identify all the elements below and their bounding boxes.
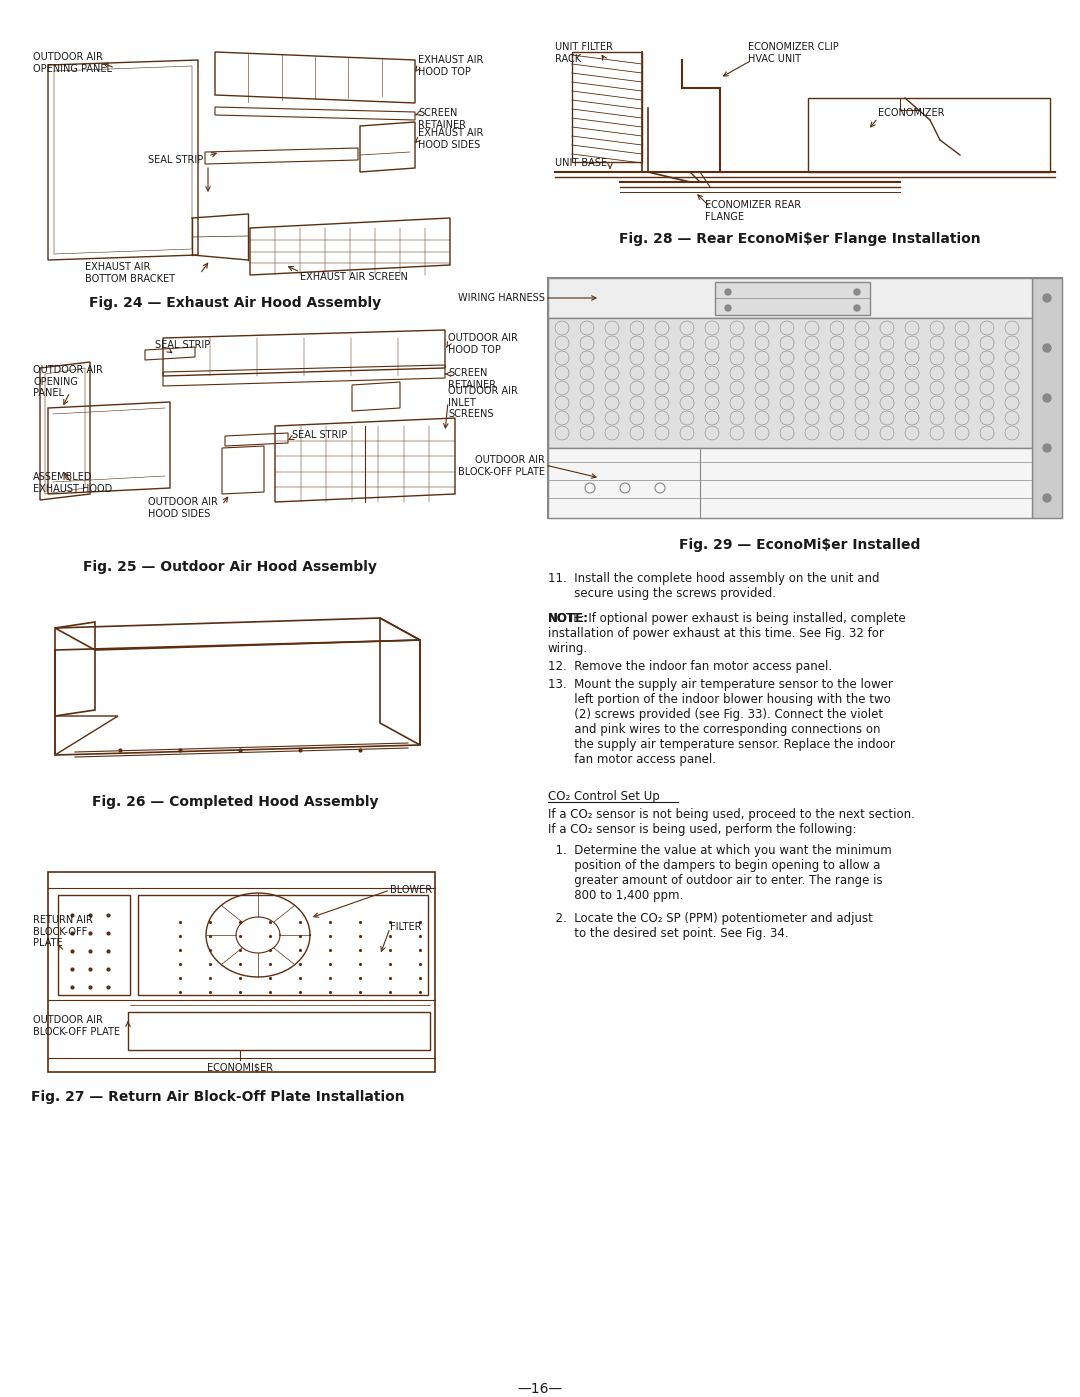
Circle shape [854,305,860,312]
Circle shape [1043,444,1051,453]
Text: ECONOMIZER: ECONOMIZER [878,108,945,117]
Text: SEAL STRIP: SEAL STRIP [148,155,203,165]
Polygon shape [548,278,1032,319]
Polygon shape [715,282,870,314]
Text: Fig. 25 — Outdoor Air Hood Assembly: Fig. 25 — Outdoor Air Hood Assembly [83,560,377,574]
Text: 1.  Determine the value at which you want the minimum
       position of the dam: 1. Determine the value at which you want… [548,844,892,902]
Polygon shape [548,319,1032,448]
Circle shape [1043,344,1051,352]
Circle shape [1043,293,1051,302]
Polygon shape [1032,278,1062,518]
Text: Fig. 27 — Return Air Block-Off Plate Installation: Fig. 27 — Return Air Block-Off Plate Ins… [31,1090,405,1104]
Text: ECONOMI$ER: ECONOMI$ER [207,1062,273,1071]
Text: 11.  Install the complete hood assembly on the unit and
       secure using the : 11. Install the complete hood assembly o… [548,571,879,599]
Text: CO₂ Control Set Up: CO₂ Control Set Up [548,789,660,803]
Text: SCREEN
RETAINER: SCREEN RETAINER [418,108,465,130]
Text: EXHAUST AIR
BOTTOM BRACKET: EXHAUST AIR BOTTOM BRACKET [85,263,175,284]
Polygon shape [548,448,1032,518]
Text: OUTDOOR AIR
OPENING
PANEL: OUTDOOR AIR OPENING PANEL [33,365,103,398]
Text: ECONOMIZER REAR
FLANGE: ECONOMIZER REAR FLANGE [705,200,801,222]
Text: RETURN AIR
BLOCK-OFF
PLATE: RETURN AIR BLOCK-OFF PLATE [33,915,93,949]
Text: ECONOMIZER CLIP
HVAC UNIT: ECONOMIZER CLIP HVAC UNIT [748,42,839,64]
Text: If a CO₂ sensor is not being used, proceed to the next section.
If a CO₂ sensor : If a CO₂ sensor is not being used, proce… [548,807,915,835]
Text: FILTER: FILTER [390,922,421,932]
Text: EXHAUST AIR
HOOD TOP: EXHAUST AIR HOOD TOP [418,54,484,77]
Text: ASSEMBLED
EXHAUST HOOD: ASSEMBLED EXHAUST HOOD [33,472,112,493]
Text: BLOWER: BLOWER [390,886,432,895]
Circle shape [725,305,731,312]
Text: NOTE:: NOTE: [548,612,589,624]
Text: OUTDOOR AIR
BLOCK-OFF PLATE: OUTDOOR AIR BLOCK-OFF PLATE [458,455,545,476]
Text: EXHAUST AIR
HOOD SIDES: EXHAUST AIR HOOD SIDES [418,129,484,149]
Text: NOTE: If optional power exhaust is being installed, complete
installation of pow: NOTE: If optional power exhaust is being… [548,612,906,655]
Text: SEAL STRIP: SEAL STRIP [156,339,211,351]
Text: Fig. 24 — Exhaust Air Hood Assembly: Fig. 24 — Exhaust Air Hood Assembly [89,296,381,310]
Circle shape [1043,495,1051,502]
Text: Fig. 26 — Completed Hood Assembly: Fig. 26 — Completed Hood Assembly [92,795,378,809]
Text: UNIT FILTER
RACK: UNIT FILTER RACK [555,42,612,64]
Circle shape [1043,394,1051,402]
Text: OUTDOOR AIR
OPENING PANEL: OUTDOOR AIR OPENING PANEL [33,52,112,74]
Text: Fig. 28 — Rear EconoMi$er Flange Installation: Fig. 28 — Rear EconoMi$er Flange Install… [619,232,981,246]
Text: OUTDOOR AIR
INLET
SCREENS: OUTDOOR AIR INLET SCREENS [448,386,518,419]
Text: SCREEN
RETAINER: SCREEN RETAINER [448,367,496,390]
Text: SEAL STRIP: SEAL STRIP [292,430,348,440]
Text: 13.  Mount the supply air temperature sensor to the lower
       left portion of: 13. Mount the supply air temperature sen… [548,678,895,766]
Circle shape [854,289,860,295]
Text: WIRING HARNESS: WIRING HARNESS [458,293,545,303]
Text: OUTDOOR AIR
HOOD TOP: OUTDOOR AIR HOOD TOP [448,332,518,355]
Text: OUTDOOR AIR
BLOCK-OFF PLATE: OUTDOOR AIR BLOCK-OFF PLATE [33,1016,120,1037]
Text: Fig. 29 — EconoMi$er Installed: Fig. 29 — EconoMi$er Installed [679,538,920,552]
Text: UNIT BASE: UNIT BASE [555,158,607,168]
Circle shape [725,289,731,295]
Text: EXHAUST AIR SCREEN: EXHAUST AIR SCREEN [300,272,408,282]
Text: 2.  Locate the CO₂ SP (PPM) potentiometer and adjust
       to the desired set p: 2. Locate the CO₂ SP (PPM) potentiometer… [548,912,873,940]
Text: OUTDOOR AIR
HOOD SIDES: OUTDOOR AIR HOOD SIDES [148,497,218,518]
Text: 12.  Remove the indoor fan motor access panel.: 12. Remove the indoor fan motor access p… [548,659,832,673]
Text: —16—: —16— [517,1382,563,1396]
